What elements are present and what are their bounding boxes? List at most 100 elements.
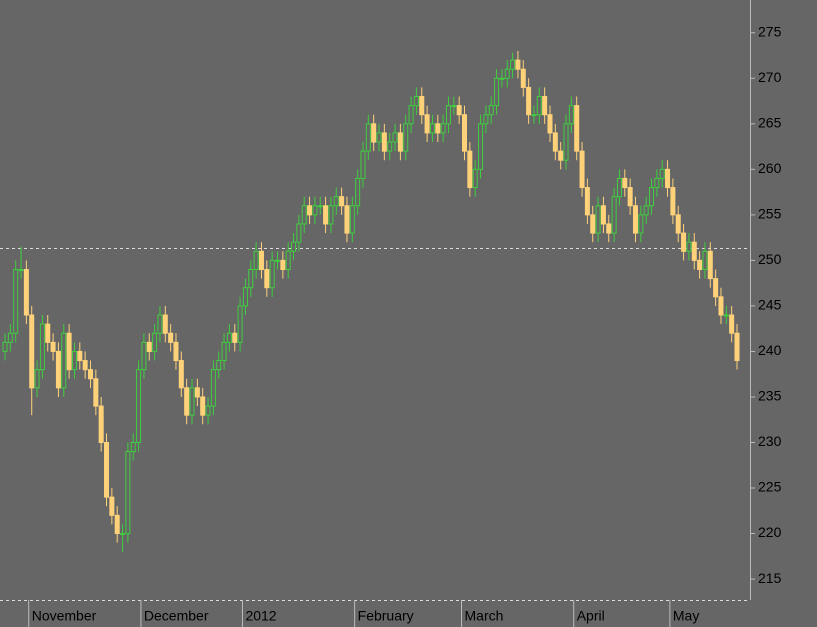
- candle-body: [697, 259, 703, 270]
- candle-body: [157, 314, 163, 334]
- candle-body: [29, 314, 35, 389]
- candle-body: [371, 123, 377, 143]
- candle-body: [665, 168, 671, 189]
- candle-body: [552, 132, 558, 152]
- x-tick-label: November: [32, 608, 97, 624]
- candle-body: [146, 341, 152, 352]
- candle-body: [242, 287, 248, 307]
- candle-body: [494, 77, 500, 107]
- candle-body: [285, 250, 291, 270]
- candle-body: [45, 323, 51, 343]
- candle-body: [397, 132, 403, 152]
- candle-body: [376, 132, 382, 143]
- candle-body: [675, 214, 681, 234]
- candle-body: [365, 123, 371, 152]
- candle-body: [627, 187, 633, 207]
- candle-body: [643, 205, 649, 216]
- y-tick-label: 250: [758, 251, 782, 267]
- candle-body: [590, 214, 596, 234]
- candle-body: [440, 123, 446, 134]
- x-tick-label: March: [465, 608, 504, 624]
- candle-body: [323, 205, 329, 225]
- candle-body: [403, 123, 409, 152]
- candle-body: [600, 205, 606, 225]
- candle-body: [136, 369, 142, 443]
- candle-body: [670, 187, 676, 216]
- candle-body: [462, 114, 468, 152]
- candle-body: [328, 205, 334, 225]
- candle-body: [98, 405, 104, 443]
- candle-body: [381, 132, 387, 152]
- candle-body: [483, 114, 489, 125]
- candle-body: [216, 360, 222, 371]
- candle-body: [542, 96, 548, 116]
- candle-body: [93, 378, 99, 407]
- candle-body: [23, 268, 29, 316]
- candle-body: [713, 278, 719, 298]
- candle-body: [729, 314, 735, 334]
- candle-body: [82, 360, 88, 371]
- candle-body: [392, 132, 398, 143]
- candle-body: [355, 177, 361, 207]
- candle-body: [317, 205, 323, 208]
- candle-body: [595, 205, 601, 234]
- x-tick-label: April: [577, 608, 605, 624]
- candle-body: [526, 86, 532, 116]
- candle-body: [659, 168, 665, 179]
- candle-body: [269, 259, 275, 289]
- candle-body: [66, 332, 72, 371]
- y-tick-label: 265: [758, 115, 782, 131]
- candle-body: [130, 441, 136, 453]
- candle-body: [632, 205, 638, 234]
- candle-body: [611, 196, 617, 234]
- candle-body: [274, 259, 280, 262]
- y-tick-label: 270: [758, 69, 782, 85]
- candle-body: [296, 223, 302, 243]
- y-tick-label: 275: [758, 23, 782, 39]
- y-tick-label: 240: [758, 342, 782, 358]
- candle-body: [253, 250, 259, 270]
- candle-body: [616, 177, 622, 198]
- candle-body: [77, 350, 83, 362]
- candle-body: [504, 68, 510, 79]
- candle-body: [232, 332, 238, 343]
- candle-body: [125, 451, 131, 535]
- candle-body: [622, 177, 628, 189]
- candle-body: [435, 123, 441, 134]
- candle-body: [162, 314, 168, 334]
- candle-body: [649, 187, 655, 207]
- candle-body: [210, 369, 216, 407]
- candle-body: [723, 314, 729, 317]
- candle-body: [168, 332, 174, 343]
- candle-body: [87, 369, 93, 380]
- y-tick-label: 225: [758, 479, 782, 495]
- candle-body: [34, 369, 40, 389]
- x-tick-label: December: [144, 608, 209, 624]
- candle-body: [702, 250, 708, 270]
- candle-body: [574, 105, 580, 152]
- candle-body: [248, 268, 254, 289]
- candle-body: [339, 196, 345, 207]
- candle-body: [2, 341, 8, 352]
- candle-body: [349, 205, 355, 234]
- candle-body: [221, 341, 227, 362]
- candle-body: [13, 268, 19, 334]
- candle-body: [18, 268, 24, 271]
- candle-body: [344, 205, 350, 234]
- candle-body: [120, 533, 126, 536]
- candle-body: [413, 96, 419, 107]
- candle-body: [734, 332, 740, 362]
- candle-body: [264, 268, 270, 289]
- candle-body: [152, 332, 158, 352]
- candle-body: [654, 177, 660, 189]
- candle-body: [50, 341, 56, 352]
- candle-body: [194, 387, 200, 398]
- y-tick-label: 235: [758, 388, 782, 404]
- candle-body: [563, 123, 569, 161]
- candle-body: [568, 105, 574, 125]
- candle-body: [558, 150, 564, 161]
- candle-body: [451, 105, 457, 108]
- candle-body: [488, 105, 494, 116]
